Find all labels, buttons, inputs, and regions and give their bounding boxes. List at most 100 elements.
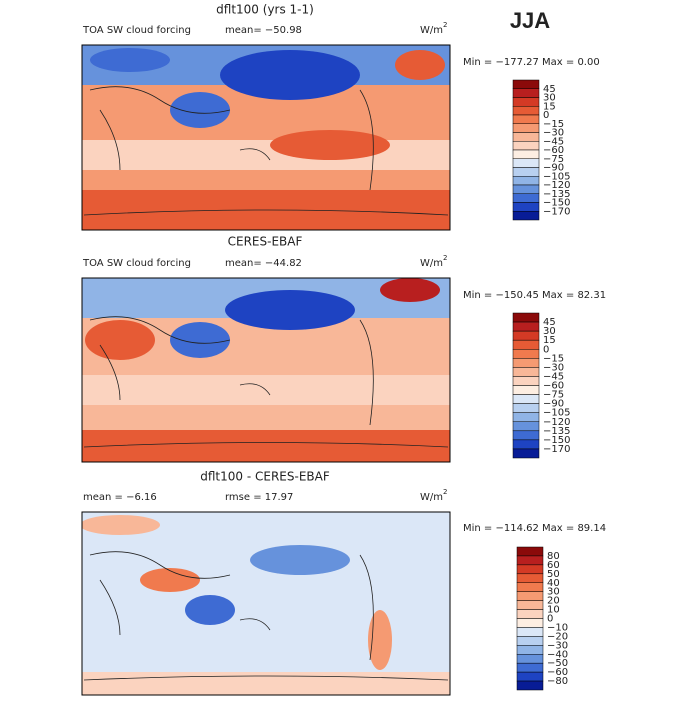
colorbar-label: −120 xyxy=(543,417,570,428)
colorbar-box xyxy=(512,421,540,432)
colorbar-label: 15 xyxy=(543,101,556,112)
colorbar-label: −135 xyxy=(543,426,570,437)
colorbar-label: −30 xyxy=(543,128,564,139)
colorbar-box xyxy=(516,564,544,575)
colorbar-label: 30 xyxy=(543,93,556,104)
units-sup: 2 xyxy=(443,488,447,496)
range-text: Min = −114.62 Max = 89.14 xyxy=(463,523,606,534)
colorbar-box xyxy=(512,202,540,212)
colorbar-label: −170 xyxy=(543,206,570,217)
colorbar-box xyxy=(512,430,540,441)
colorbar-label: −80 xyxy=(547,676,568,687)
colorbar-label: 10 xyxy=(547,605,560,616)
colorbar-label: −15 xyxy=(543,353,564,364)
colorbar-box xyxy=(512,79,540,89)
middle-text: mean= −50.98 xyxy=(225,25,302,36)
colorbar-label: −45 xyxy=(543,371,564,382)
map xyxy=(82,278,450,462)
colorbar-box xyxy=(512,330,540,341)
panel-title: CERES-EBAF xyxy=(228,235,303,249)
range-text: Min = −150.45 Max = 82.31 xyxy=(463,290,606,301)
map-frame xyxy=(81,511,451,696)
colorbar-box xyxy=(512,97,540,107)
range-text: Min = −177.27 Max = 0.00 xyxy=(463,57,600,68)
colorbar-label: −170 xyxy=(543,444,570,455)
colorbar-box xyxy=(516,609,544,619)
units-sup: 2 xyxy=(443,254,447,262)
colorbar-label: 0 xyxy=(543,344,549,355)
colorbar-label: −75 xyxy=(543,390,564,401)
colorbar-box xyxy=(516,645,544,655)
colorbar-label: 20 xyxy=(547,596,560,607)
colorbar-box xyxy=(516,573,544,583)
colorbar-box xyxy=(512,176,540,186)
left-text: TOA SW cloud forcing xyxy=(82,258,191,269)
units-base: W/m xyxy=(420,492,443,503)
colorbar-label: −105 xyxy=(543,408,570,419)
colorbar-box xyxy=(516,627,544,637)
colorbar-label: 30 xyxy=(543,326,556,337)
middle-text: rmse = 17.97 xyxy=(225,492,293,503)
colorbar-box xyxy=(512,184,540,194)
colorbar-box xyxy=(516,636,544,646)
colorbar-box xyxy=(512,376,540,386)
colorbar-box xyxy=(516,654,544,664)
colorbar-box xyxy=(512,403,540,413)
colorbar-label: 40 xyxy=(547,578,560,589)
colorbar-label: 15 xyxy=(543,335,556,346)
colorbar-box xyxy=(516,662,544,673)
colorbar-label: −20 xyxy=(547,631,568,642)
colorbar-box xyxy=(512,141,540,151)
colorbar-label: −10 xyxy=(547,622,568,633)
panel-title: dflt100 (yrs 1-1) xyxy=(216,3,314,17)
colorbar-label: 50 xyxy=(547,569,560,580)
colorbar-box xyxy=(512,114,540,124)
colorbar-box xyxy=(512,167,540,177)
colorbar-box xyxy=(512,106,540,116)
colorbar-box xyxy=(512,123,540,133)
colorbar-label: −50 xyxy=(547,658,568,669)
colorbar-label: −150 xyxy=(543,198,570,209)
colorbar-box xyxy=(512,158,540,168)
colorbar-box xyxy=(516,546,544,557)
colorbar-label: −60 xyxy=(543,381,564,392)
colorbar-box xyxy=(512,211,540,221)
colorbar-label: 45 xyxy=(543,84,556,95)
panel-title: dflt100 - CERES-EBAF xyxy=(200,470,330,484)
colorbar-box xyxy=(512,193,540,203)
colorbar-label: −30 xyxy=(547,640,568,651)
colorbar-box xyxy=(512,358,540,368)
units-base: W/m xyxy=(420,258,443,269)
colorbar-label: −135 xyxy=(543,189,570,200)
colorbar-box xyxy=(516,671,544,682)
colorbar-box xyxy=(512,88,540,98)
colorbar-label: 60 xyxy=(547,560,560,571)
colorbar-label: 80 xyxy=(547,551,560,562)
colorbar-box xyxy=(516,680,544,691)
left-text: TOA SW cloud forcing xyxy=(82,25,191,36)
colorbar-label: −90 xyxy=(543,399,564,410)
colorbar-label: 30 xyxy=(547,587,560,598)
colorbar-box xyxy=(516,618,544,628)
colorbar-box xyxy=(516,591,544,601)
colorbar-label: −40 xyxy=(547,649,568,660)
colorbar-label: −30 xyxy=(543,362,564,373)
colorbar-label: −60 xyxy=(543,145,564,156)
colorbar-label: −60 xyxy=(547,667,568,678)
map xyxy=(82,45,450,230)
colorbar-box xyxy=(516,582,544,592)
colorbar-label: −150 xyxy=(543,435,570,446)
map-frame xyxy=(81,277,451,463)
colorbar-label: −75 xyxy=(543,154,564,165)
colorbar-box xyxy=(512,367,540,377)
colorbar-box xyxy=(516,555,544,566)
map-frame xyxy=(81,44,451,231)
colorbar-box xyxy=(512,439,540,450)
colorbar-label: 0 xyxy=(543,110,549,121)
colorbar-box xyxy=(512,339,540,350)
colorbar-label: −90 xyxy=(543,163,564,174)
middle-text: mean= −44.82 xyxy=(225,258,302,269)
colorbar-label: 45 xyxy=(543,317,556,328)
units-sup: 2 xyxy=(443,21,447,29)
